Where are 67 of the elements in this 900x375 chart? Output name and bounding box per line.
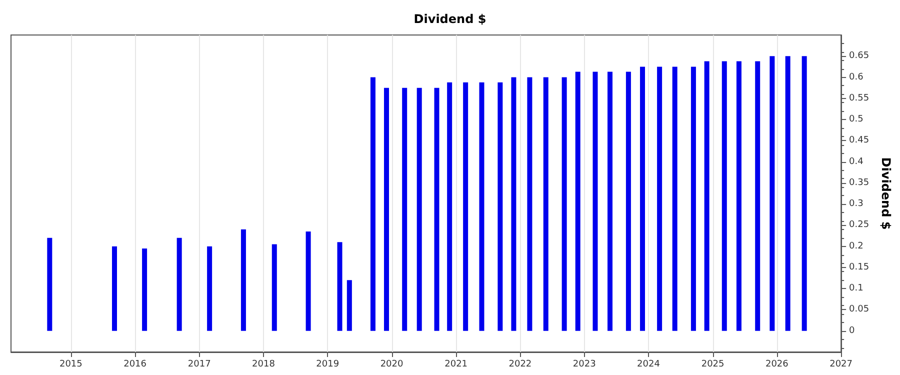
bar — [176, 238, 182, 331]
x-tick-label: 2016 — [124, 360, 147, 370]
y-tick-label: 0.15 — [849, 262, 870, 272]
y-tick-label: 0.1 — [849, 284, 864, 294]
chart-title: Dividend $ — [414, 12, 486, 26]
x-tick-label: 2024 — [637, 360, 660, 370]
bar — [592, 72, 598, 331]
bar — [640, 66, 646, 331]
bar — [785, 56, 790, 331]
bar — [802, 56, 807, 331]
y-tick-label: 0.25 — [849, 220, 870, 230]
bar — [112, 246, 117, 331]
x-tick-label: 2018 — [252, 360, 276, 370]
x-tick-label: 2025 — [701, 360, 724, 370]
y-axis-title: Dividend $ — [879, 157, 893, 230]
bar — [511, 77, 516, 331]
x-tick-label: 2023 — [572, 360, 596, 370]
bar — [47, 238, 52, 331]
bar — [370, 77, 376, 331]
x-tick-label: 2022 — [508, 360, 532, 370]
bar — [416, 88, 422, 331]
bar — [142, 248, 148, 331]
bar — [575, 72, 580, 331]
y-tick-label: 0.5 — [849, 114, 864, 125]
bar — [626, 72, 631, 331]
bar — [672, 66, 678, 331]
x-tick-label: 2021 — [444, 360, 468, 370]
bar — [736, 61, 742, 331]
y-tick-label: 0.4 — [849, 156, 864, 167]
bar — [657, 66, 662, 331]
bar — [463, 82, 468, 331]
bar — [498, 82, 503, 331]
bar — [543, 77, 548, 331]
x-tick-label: 2020 — [380, 360, 404, 370]
y-tick-label: 0.2 — [849, 241, 864, 252]
y-tick-label: 0.45 — [849, 136, 870, 146]
bar — [434, 88, 440, 331]
bar — [272, 244, 277, 331]
y-tick-label: 0.55 — [849, 93, 870, 104]
bar — [402, 88, 408, 331]
y-tick-label: 0.6 — [849, 72, 864, 82]
bar — [240, 229, 246, 331]
bar — [306, 232, 311, 331]
y-tick-label: 0.3 — [849, 199, 864, 210]
bar — [608, 72, 612, 331]
y-tick-label: 0 — [849, 326, 856, 336]
bar — [704, 61, 710, 331]
bar — [722, 61, 727, 331]
y-tick-label: 0.35 — [849, 178, 870, 188]
y-tick-label: 0.05 — [849, 304, 870, 315]
x-tick-label: 2019 — [316, 360, 340, 370]
bar — [384, 88, 389, 331]
x-tick-label: 2015 — [59, 360, 82, 370]
bar — [337, 242, 342, 331]
y-tick-label: 0.65 — [849, 51, 870, 62]
bar — [755, 61, 760, 331]
bar — [346, 280, 352, 331]
bar — [447, 82, 452, 331]
x-tick-label: 2026 — [765, 360, 789, 370]
bar — [770, 56, 775, 331]
bar — [207, 246, 212, 331]
bar — [690, 66, 696, 331]
x-tick-label: 2017 — [188, 360, 211, 370]
bar — [479, 82, 484, 331]
bar — [562, 77, 567, 331]
bar — [527, 77, 532, 331]
x-tick-label: 2027 — [830, 360, 853, 370]
